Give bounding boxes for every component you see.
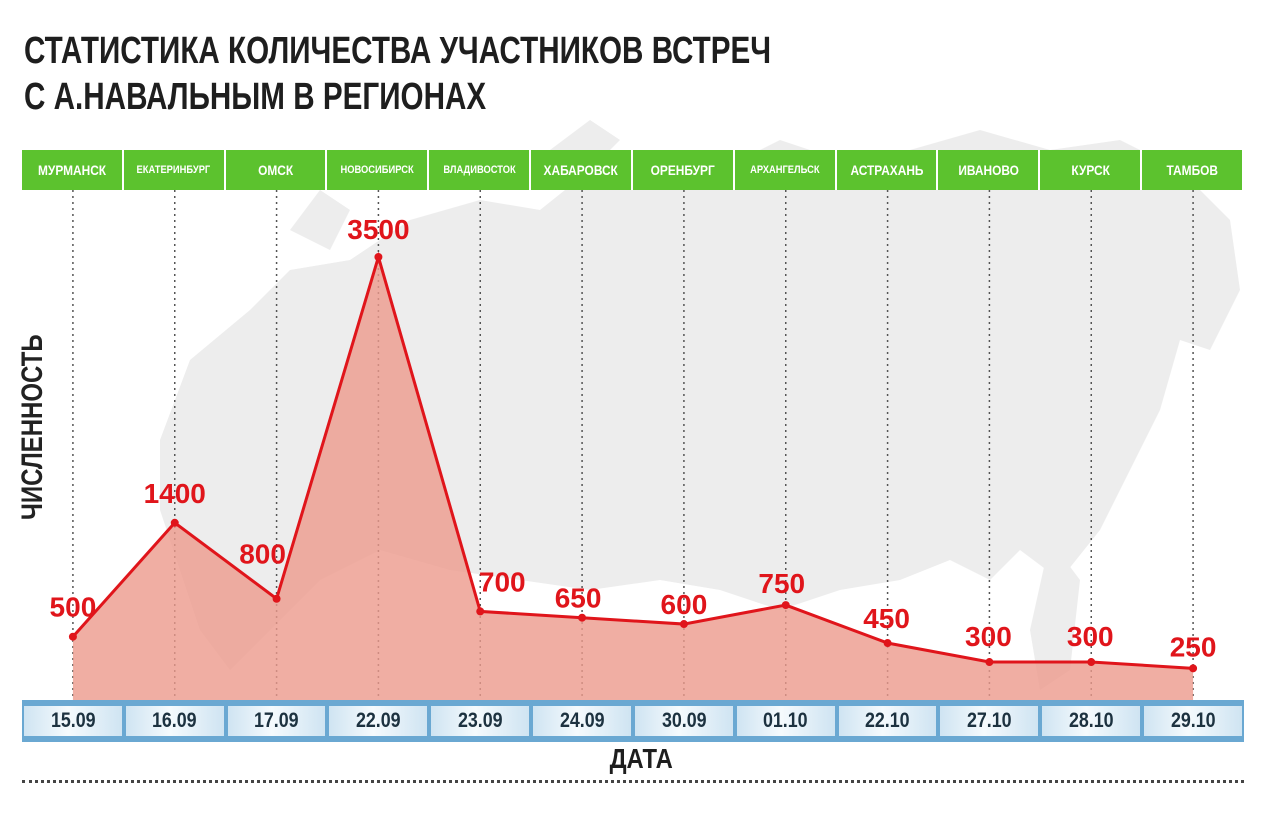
city-label: ВЛАДИВОСТОК: [429, 150, 532, 190]
city-label: ОМСК: [225, 150, 328, 190]
data-label: 300: [965, 621, 1012, 652]
data-label: 750: [758, 568, 805, 599]
x-axis-label: ДАТА: [609, 743, 673, 774]
x-tick-label: 27.10: [940, 706, 1039, 736]
data-label: 650: [555, 583, 602, 614]
bottom-divider: [22, 780, 1244, 783]
chart-title-line2: С А.НАВАЛЬНЫМ В РЕГИОНАХ: [24, 76, 487, 118]
data-point: [578, 613, 587, 622]
city-label: НОВОСИБИРСК: [327, 150, 430, 190]
city-header-row: МУРМАНСК ЕКАТЕРИНБУРГ ОМСК НОВОСИБИРСК ВЛАДИ…: [22, 150, 1244, 190]
data-point: [1087, 658, 1096, 667]
city-label: АСТРАХАНЬ: [836, 150, 939, 190]
city-label: ЕКАТЕРИНБУРГ: [123, 150, 226, 190]
x-tick-label: 16.09: [125, 706, 224, 736]
x-tick-label: 24.09: [533, 706, 631, 736]
city-label: ХАБАРОВСК: [531, 150, 633, 190]
data-label: 700: [479, 566, 526, 597]
chart-title-line1: СТАТИСТИКА КОЛИЧЕСТВА УЧАСТНИКОВ ВСТРЕЧ: [24, 30, 772, 72]
x-tick-label: 17.09: [227, 706, 326, 736]
data-label: 300: [1067, 621, 1114, 652]
x-tick-label: 23.09: [431, 706, 530, 736]
data-point: [272, 594, 281, 603]
data-point: [476, 607, 485, 616]
data-label: 250: [1170, 631, 1217, 662]
data-point: [374, 253, 383, 261]
data-point: [1189, 664, 1198, 673]
chart-title: СТАТИСТИКА КОЛИЧЕСТВА УЧАСТНИКОВ ВСТРЕЧ …: [24, 28, 771, 120]
x-tick-label: 15.09: [24, 706, 122, 736]
city-label: ТАМБОВ: [1142, 150, 1244, 190]
x-tick-label: 28.10: [1042, 706, 1141, 736]
data-point: [781, 601, 790, 610]
x-tick-label: 01.10: [736, 706, 835, 736]
city-label: МУРМАНСК: [22, 150, 124, 190]
data-point: [883, 639, 892, 648]
date-axis-row: 15.09 16.09 17.09 22.09 23.09 24.09 30.09 01.10…: [22, 700, 1244, 742]
x-tick-label: 30.09: [634, 706, 733, 736]
data-label: 500: [50, 592, 97, 623]
series-line: [71, 251, 1194, 670]
area-fill: [72, 257, 1194, 700]
x-tick-label: 22.09: [329, 706, 428, 736]
data-label: 1400: [144, 478, 206, 509]
data-point: [985, 658, 994, 667]
x-tick-label: 29.10: [1144, 706, 1242, 736]
data-label: 600: [661, 589, 708, 620]
data-point: [170, 518, 179, 527]
city-label: КУРСК: [1040, 150, 1143, 190]
city-label: ОРЕНБУРГ: [632, 150, 735, 190]
data-point: [68, 632, 77, 641]
data-label: 800: [239, 539, 286, 570]
data-label: 3500: [347, 214, 409, 245]
city-label: АРХАНГЕЛЬСК: [734, 150, 837, 190]
data-point: [679, 620, 688, 629]
x-tick-label: 22.10: [838, 706, 937, 736]
city-label: ИВАНОВО: [938, 150, 1041, 190]
data-label: 450: [863, 603, 910, 634]
